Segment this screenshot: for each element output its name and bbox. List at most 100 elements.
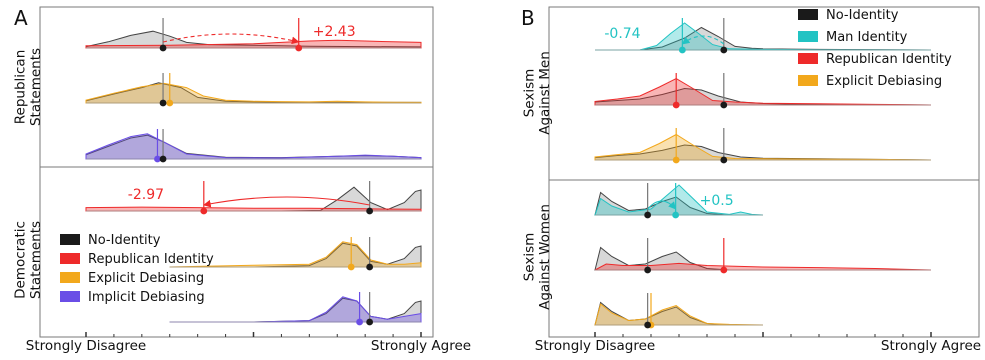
shift-arrow	[647, 200, 677, 210]
group-label: SexismAgainst Women	[522, 204, 554, 310]
mean-dot-republican-identity	[295, 44, 303, 52]
group-sexism-against-men: SexismAgainst Men -0.74	[522, 18, 932, 164]
density-man-identity	[594, 184, 764, 216]
shift-annotation: +2.43	[313, 24, 356, 40]
mean-dot-no-identity	[720, 46, 728, 54]
density-implicit-debiasing	[169, 296, 422, 323]
density-explicit-debiasing	[594, 133, 932, 161]
legend-label-man-identity: Man Identity	[826, 30, 908, 45]
legend-swatch-no-identity	[60, 234, 80, 245]
group-label-line: Republican	[13, 50, 29, 125]
legend-label-no-identity: No-Identity	[88, 233, 161, 248]
mean-dot-no-identity	[720, 101, 728, 109]
mean-dot-republican-identity	[672, 101, 680, 109]
x-tick-label: Strongly Disagree	[26, 338, 146, 354]
mean-dot-no-identity	[644, 266, 652, 274]
shift-annotation: +0.5	[700, 193, 734, 209]
group-label-line: Against Women	[537, 204, 553, 310]
row: +0.5	[594, 183, 764, 219]
row	[85, 73, 422, 107]
shift-arrow	[203, 196, 370, 208]
mean-dot-no-identity	[159, 155, 167, 163]
mean-dot-no-identity	[720, 156, 728, 164]
mean-dot-no-identity	[644, 211, 652, 219]
group-label-line: Against Men	[537, 51, 553, 135]
row	[85, 129, 422, 163]
mean-dot-no-identity	[366, 263, 374, 271]
panel-letter: A	[14, 6, 28, 30]
legend-swatch-explicit-debiasing	[60, 272, 80, 283]
group-label-line: Statements	[28, 48, 44, 126]
group-democratic-statements: DemocraticStatements -2.97	[13, 181, 422, 326]
row	[594, 73, 932, 109]
mean-dot-explicit-debiasing	[347, 263, 355, 271]
legend-label-republican-identity: Republican Identity	[88, 252, 214, 267]
legend-label-no-identity: No-Identity	[826, 8, 899, 23]
legend-swatch-implicit-debiasing	[60, 291, 80, 302]
mean-dot-no-identity	[366, 207, 374, 215]
density-republican-identity	[85, 39, 422, 49]
row: -2.97	[85, 181, 422, 215]
x-tick-label: Strongly Agree	[371, 338, 471, 354]
mean-dot-man-identity	[678, 46, 686, 54]
group-label-line: Democratic	[13, 221, 29, 299]
legend-label-explicit-debiasing: Explicit Debiasing	[826, 74, 942, 89]
density-republican-identity	[594, 262, 932, 271]
mean-dot-explicit-debiasing	[166, 99, 174, 107]
group-republican-statements: RepublicanStatements +2.43	[13, 18, 422, 163]
shift-annotation: -0.74	[604, 26, 640, 42]
mean-dot-man-identity	[672, 211, 680, 219]
shift-annotation: -2.97	[128, 187, 164, 203]
group-sexism-against-women: SexismAgainst Women +0.5	[522, 183, 932, 329]
legend-swatch-man-identity	[798, 31, 818, 42]
legend-swatch-republican-identity	[798, 53, 818, 64]
shift-arrow	[681, 35, 725, 45]
mean-dot-no-identity	[159, 44, 167, 52]
legend-label-explicit-debiasing: Explicit Debiasing	[88, 271, 204, 286]
shift-arrow	[162, 33, 300, 45]
mean-dot-implicit-debiasing	[154, 155, 161, 163]
density-republican-identity	[594, 78, 932, 106]
row	[594, 293, 764, 329]
row	[594, 128, 932, 164]
group-frame-top	[39, 6, 434, 168]
mean-dot-no-identity	[366, 318, 374, 326]
legend-swatch-no-identity	[798, 9, 818, 20]
panel-letter: B	[521, 6, 535, 30]
legend-swatch-republican-identity	[60, 253, 80, 264]
density-implicit-debiasing	[85, 133, 422, 160]
legend-label-republican-identity: Republican Identity	[826, 52, 952, 67]
mean-dot-republican-identity	[720, 266, 728, 274]
row	[594, 238, 932, 274]
group-label: SexismAgainst Men	[522, 51, 554, 135]
legend: No-Identity Man Identity Republican Identi…	[798, 8, 952, 89]
group-label-line: Statements	[28, 221, 44, 299]
x-tick-label: Strongly Disagree	[535, 338, 655, 354]
group-frame-bottom	[548, 179, 980, 338]
mean-dot-no-identity	[159, 99, 167, 107]
group-label: RepublicanStatements	[13, 48, 45, 126]
mean-dot-implicit-debiasing	[356, 318, 363, 326]
mean-dot-no-identity	[644, 321, 652, 329]
group-label: DemocraticStatements	[13, 221, 45, 299]
density-republican-identity	[85, 206, 422, 212]
row	[169, 292, 422, 326]
legend-swatch-explicit-debiasing	[798, 75, 818, 86]
legend: No-Identity Republican Identity Explicit D…	[60, 233, 214, 305]
legend-label-implicit-debiasing: Implicit Debiasing	[88, 290, 205, 305]
panel-a: A Strongly Disagree Strongly Agree Republic…	[13, 6, 471, 354]
row	[169, 237, 422, 271]
density-explicit-debiasing	[85, 82, 422, 104]
density-explicit-debiasing	[594, 303, 764, 326]
group-label-line: Sexism	[522, 69, 538, 118]
mean-dot-explicit-debiasing	[672, 156, 680, 164]
density-explicit-debiasing	[169, 241, 422, 268]
group-label-line: Sexism	[522, 233, 538, 282]
mean-dot-republican-identity	[200, 207, 208, 215]
group-frame-bottom	[39, 166, 434, 338]
row: +2.43	[85, 18, 422, 52]
row: -0.74	[595, 18, 932, 54]
x-tick-label: Strongly Agree	[881, 338, 981, 354]
